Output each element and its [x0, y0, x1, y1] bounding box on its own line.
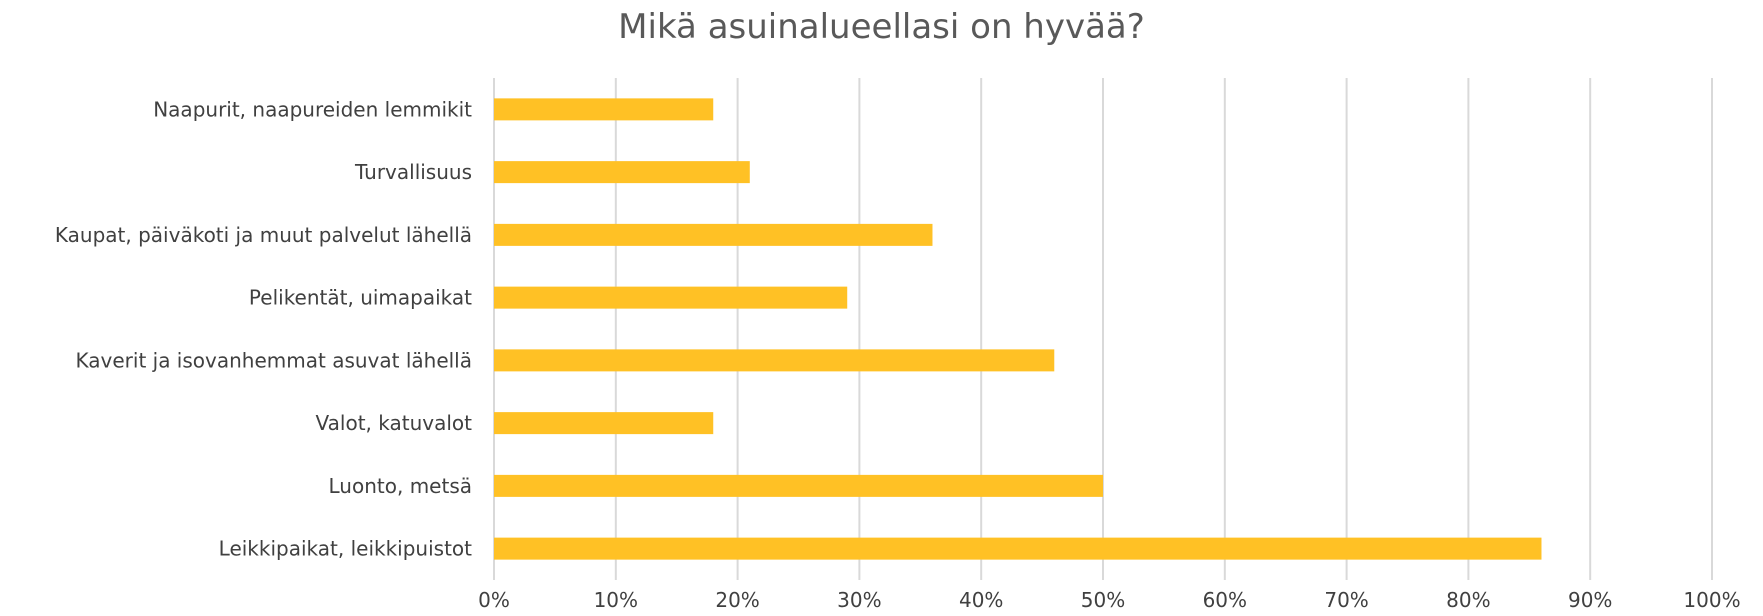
x-tick-label: 0% — [478, 588, 510, 612]
category-label: Valot, katuvalot — [316, 411, 473, 435]
x-axis-tick-labels: 0% 10% 20% 30% 40% 50% 60% 70% 80% 90% 100% — [478, 588, 1740, 612]
x-tick-label: 80% — [1446, 588, 1490, 612]
category-label: Leikkipaikat, leikkipuistot — [219, 537, 472, 561]
gridlines — [493, 78, 1713, 580]
chart-title: Mikä asuinalueellasi on hyvää? — [618, 7, 1145, 47]
bar — [494, 98, 714, 121]
category-label: Kaverit ja isovanhemmat asuvat lähellä — [76, 348, 473, 372]
bar — [494, 223, 933, 246]
bar — [494, 537, 1542, 560]
x-tick-label: 70% — [1324, 588, 1368, 612]
x-tick-label: 50% — [1081, 588, 1125, 612]
x-tick-label: 90% — [1568, 588, 1612, 612]
x-tick-label: 60% — [1203, 588, 1247, 612]
bar — [494, 349, 1055, 372]
category-label: Naapurit, naapureiden lemmikit — [153, 97, 472, 121]
category-label: Kaupat, päiväkoti ja muut palvelut lähel… — [55, 223, 472, 247]
bar — [494, 474, 1103, 497]
category-labels: Naapurit, naapureiden lemmikit Turvallisu… — [55, 97, 472, 560]
x-tick-label: 10% — [594, 588, 638, 612]
x-tick-label: 40% — [959, 588, 1003, 612]
bar — [494, 161, 750, 184]
x-tick-label: 20% — [715, 588, 759, 612]
bar — [494, 286, 848, 309]
category-label: Luonto, metsä — [329, 474, 472, 498]
bars — [494, 98, 1542, 560]
x-tick-label: 30% — [837, 588, 881, 612]
category-label: Turvallisuus — [354, 160, 472, 184]
bar — [494, 412, 714, 435]
x-tick-label: 100% — [1683, 588, 1740, 612]
category-label: Pelikentät, uimapaikat — [249, 286, 472, 310]
